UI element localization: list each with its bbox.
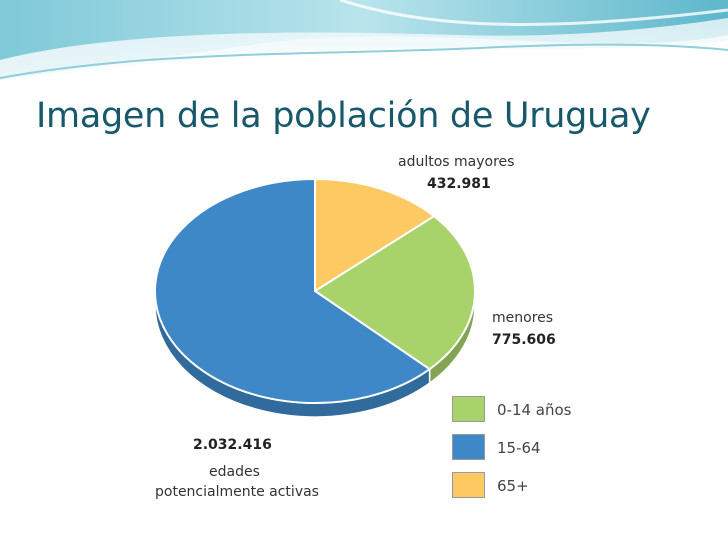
slide-title: Imagen de la población de Uruguay <box>36 96 651 136</box>
slice-value-adultos-mayores: 432.981 <box>427 176 491 192</box>
legend-swatch <box>452 396 485 422</box>
legend-swatch <box>452 434 485 460</box>
slice-label-activas-line1: edades <box>209 464 260 480</box>
slice-value-menores: 775.606 <box>492 332 556 348</box>
legend-label: 0-14 años <box>497 401 572 419</box>
slice-label-activas-line2: potencialmente activas <box>155 484 319 500</box>
slice-label-menores: menores <box>492 310 554 326</box>
legend-label: 65+ <box>497 477 529 495</box>
legend-label: 15-64 <box>497 439 541 457</box>
pie-slice-1 <box>313 214 476 371</box>
chart-panel: adultos mayores 432.981 menores 775.606 … <box>155 152 575 505</box>
legend-item-0-14: 0-14 años <box>452 396 612 424</box>
legend-item-15-64: 15-64 <box>452 434 612 462</box>
header-wave-decoration <box>0 0 728 85</box>
pie-chart <box>155 177 476 418</box>
pie-slice-0 <box>314 177 436 293</box>
pie-slice-2 <box>155 177 432 404</box>
legend-item-65-plus: 65+ <box>452 472 612 500</box>
slice-value-activas: 2.032.416 <box>193 437 272 453</box>
legend-swatch <box>452 472 485 498</box>
slice-label-adultos-mayores: adultos mayores <box>398 154 515 170</box>
